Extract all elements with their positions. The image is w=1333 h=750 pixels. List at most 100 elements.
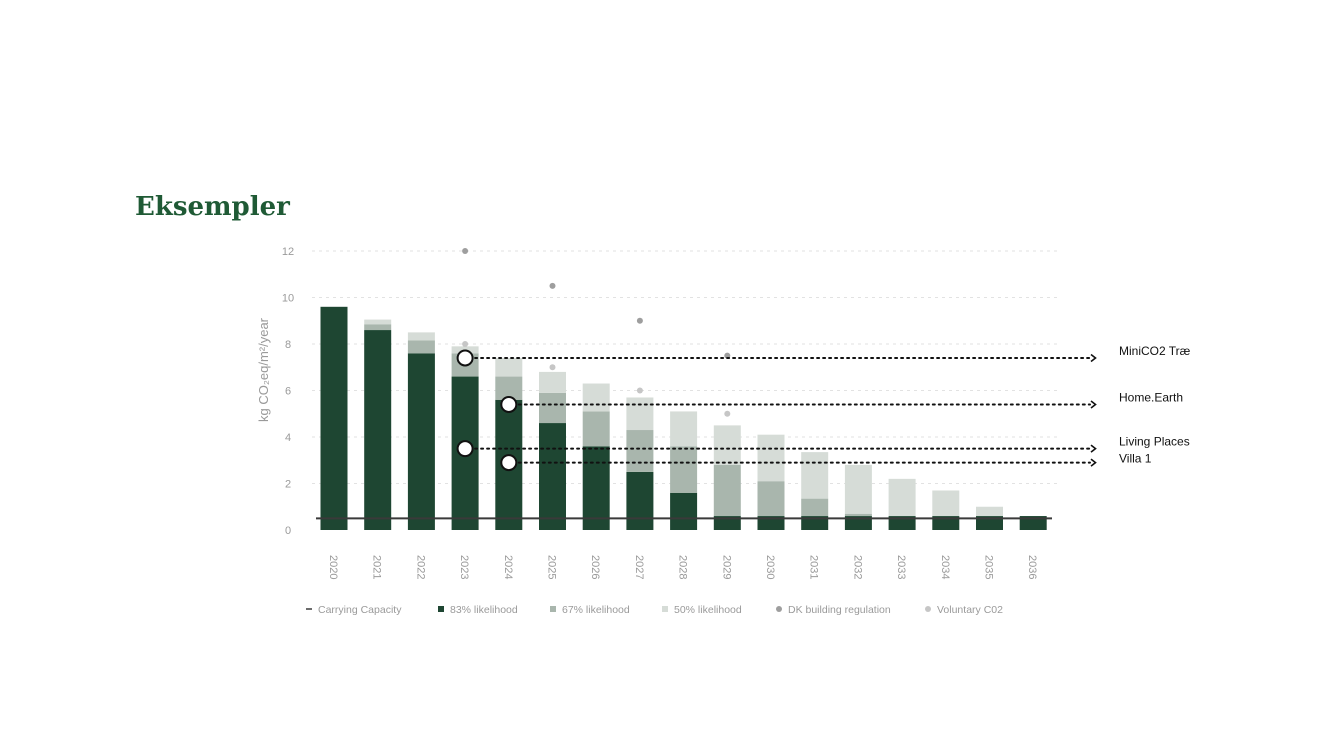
bar-segment-2032-s1 bbox=[844, 513, 872, 517]
regulation-dots bbox=[462, 248, 731, 417]
bar-segment-2024-s2 bbox=[495, 357, 523, 377]
legend-label: Voluntary C02 bbox=[937, 604, 1003, 616]
y-axis-label: kg CO₂eq/m²/year bbox=[256, 317, 271, 422]
legend-label: 83% likelihood bbox=[450, 604, 518, 616]
bar-segment-2026-s0 bbox=[582, 446, 610, 530]
bar-segment-2033-s2 bbox=[888, 478, 916, 517]
bar-segment-2032-s2 bbox=[844, 464, 872, 514]
voluntary-co2-point bbox=[636, 387, 643, 394]
y-tick-label: 8 bbox=[285, 339, 291, 351]
bar-segment-2022-s2 bbox=[407, 332, 435, 341]
bar-segment-2029-s0 bbox=[713, 516, 741, 530]
bar-segment-2028-s0 bbox=[670, 492, 698, 530]
bar-segment-2027-s0 bbox=[626, 471, 654, 530]
bar-segment-2026-s2 bbox=[582, 383, 610, 412]
bar-segment-2034-s0 bbox=[932, 516, 960, 530]
bar-segment-2022-s1 bbox=[407, 340, 435, 354]
example-label: MiniCO2 Træ bbox=[1119, 344, 1191, 358]
x-tick-label: 2024 bbox=[502, 555, 514, 579]
y-tick-label: 0 bbox=[285, 525, 291, 537]
bars bbox=[320, 306, 1047, 530]
bar-segment-2031-s0 bbox=[801, 516, 829, 530]
legend-square-marker bbox=[438, 606, 444, 612]
bar-segment-2021-s1 bbox=[364, 324, 392, 331]
x-tick-label: 2025 bbox=[546, 555, 558, 579]
bar-segment-2024-s1 bbox=[495, 376, 523, 400]
example-marker bbox=[456, 349, 474, 367]
legend-label: 50% likelihood bbox=[674, 604, 742, 616]
bar-segment-2020-s0 bbox=[320, 306, 348, 530]
x-tick-label: 2036 bbox=[1026, 555, 1038, 579]
bar-segment-2032-s0 bbox=[844, 516, 872, 530]
bar-segment-2029-s1 bbox=[713, 464, 741, 517]
legend-square-marker bbox=[662, 606, 668, 612]
x-tick-label: 2026 bbox=[589, 555, 601, 579]
bar-segment-2031-s1 bbox=[801, 498, 829, 517]
legend-dot-marker bbox=[776, 606, 782, 612]
example-label: Living Places bbox=[1119, 435, 1190, 449]
x-tick-label: 2022 bbox=[414, 555, 426, 579]
bar-segment-2036-s0 bbox=[1019, 516, 1047, 530]
x-tick-label: 2032 bbox=[851, 555, 863, 579]
bar-segment-2026-s1 bbox=[582, 411, 610, 447]
x-tick-label: 2021 bbox=[371, 555, 383, 579]
x-tick-labels: 2020 2021 2022 2023 2024 2025 2026 2027 2028 2029… bbox=[327, 555, 1038, 579]
y-tick-label: 4 bbox=[285, 432, 291, 444]
x-tick-label: 2035 bbox=[983, 555, 995, 579]
bar-segment-2031-s2 bbox=[801, 452, 829, 499]
x-tick-label: 2028 bbox=[677, 555, 689, 579]
bar-segment-2027-s2 bbox=[626, 397, 654, 431]
y-tick-label: 10 bbox=[282, 293, 294, 305]
x-tick-label: 2034 bbox=[939, 555, 951, 579]
bar-segment-2035-s0 bbox=[976, 516, 1003, 530]
arrow-icon bbox=[1090, 400, 1097, 409]
voluntary-co2-point bbox=[724, 410, 731, 417]
example-marker bbox=[500, 395, 518, 413]
dk-regulation-point bbox=[636, 317, 643, 324]
bar-segment-2025-s2 bbox=[539, 371, 566, 393]
bar-segment-2028-s1 bbox=[670, 446, 698, 493]
y-tick-label: 6 bbox=[285, 386, 291, 398]
bar-segment-2021-s0 bbox=[364, 330, 392, 530]
legend-label: 67% likelihood bbox=[562, 604, 630, 616]
bar-segment-2035-s2 bbox=[976, 506, 1003, 517]
x-tick-label: 2023 bbox=[458, 555, 470, 579]
bar-segment-2030-s1 bbox=[757, 481, 785, 517]
legend: Carrying Capacity 83% likelihood 67% likel… bbox=[306, 604, 1003, 616]
dk-regulation-point bbox=[462, 248, 469, 254]
arrow-icon bbox=[1090, 444, 1097, 453]
bar-segment-2030-s0 bbox=[757, 516, 785, 530]
legend-square-marker bbox=[550, 606, 556, 612]
arrow-icon bbox=[1090, 353, 1097, 363]
example-label: Villa 1 bbox=[1119, 452, 1152, 466]
example-callouts: MiniCO2 Træ Home.Earth Living Places Villa … bbox=[456, 344, 1191, 472]
example-marker bbox=[456, 440, 474, 458]
legend-label: Carrying Capacity bbox=[318, 604, 402, 616]
dk-regulation-point bbox=[549, 282, 556, 289]
legend-dot-marker bbox=[925, 606, 931, 612]
y-tick-label: 12 bbox=[282, 246, 294, 258]
y-tick-labels: 0 2 4 6 8 10 12 bbox=[282, 246, 294, 537]
bar-segment-2029-s2 bbox=[713, 425, 741, 465]
bar-segment-2027-s1 bbox=[626, 430, 654, 472]
bar-segment-2022-s0 bbox=[407, 353, 435, 530]
voluntary-co2-point bbox=[549, 364, 556, 371]
bar-segment-2025-s0 bbox=[539, 423, 566, 530]
bar-segment-2030-s2 bbox=[757, 434, 785, 482]
bar-segment-2021-s2 bbox=[364, 319, 392, 325]
page-title: Eksempler bbox=[135, 192, 290, 222]
x-tick-label: 2027 bbox=[633, 555, 645, 579]
x-tick-label: 2031 bbox=[808, 555, 820, 579]
example-label: Home.Earth bbox=[1119, 390, 1183, 404]
y-tick-label: 2 bbox=[285, 479, 291, 491]
bar-segment-2025-s1 bbox=[539, 392, 566, 424]
bar-segment-2028-s2 bbox=[670, 411, 698, 447]
legend-label: DK building regulation bbox=[788, 604, 891, 616]
bar-segment-2033-s0 bbox=[888, 516, 916, 530]
x-tick-label: 2033 bbox=[895, 555, 907, 579]
x-tick-label: 2029 bbox=[720, 555, 732, 579]
bar-segment-2034-s2 bbox=[932, 490, 960, 517]
x-tick-label: 2030 bbox=[764, 555, 776, 579]
x-tick-label: 2020 bbox=[327, 555, 339, 579]
